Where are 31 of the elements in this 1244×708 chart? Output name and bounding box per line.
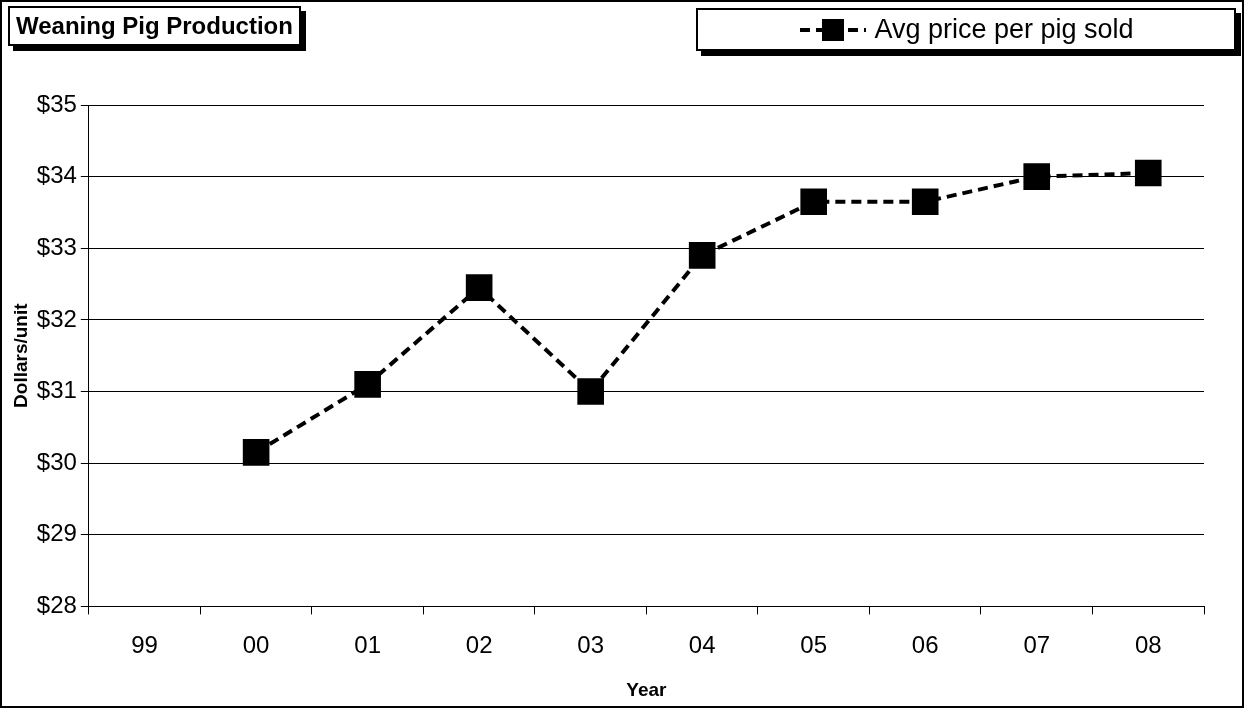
x-tick-label: 04 xyxy=(688,631,716,659)
y-tick-label: $28 xyxy=(36,591,77,619)
x-tick-label: 00 xyxy=(242,631,270,659)
x-tick-label: 99 xyxy=(131,631,158,659)
point xyxy=(242,439,270,466)
point xyxy=(1023,163,1051,190)
chart-title: Weaning Pig Production xyxy=(8,6,301,46)
x-tick-label: 03 xyxy=(577,631,605,659)
y-tick-label: $32 xyxy=(36,304,77,332)
x-tick-label: 02 xyxy=(465,631,493,659)
y-tick-label: $29 xyxy=(36,519,77,547)
point xyxy=(911,188,939,216)
y-tick-label: $33 xyxy=(36,232,77,260)
x-axis-title: Year xyxy=(626,678,668,700)
legend-label: Avg price per pig sold xyxy=(874,14,1134,45)
x-tick-label: 07 xyxy=(1023,631,1051,659)
y-axis-title: Dollars/unit xyxy=(9,302,31,408)
point xyxy=(1134,159,1162,187)
point xyxy=(465,274,493,301)
y-tick-label: $31 xyxy=(36,376,77,404)
point xyxy=(800,188,828,216)
x-tick-label: 08 xyxy=(1134,631,1162,659)
x-tick-label: 05 xyxy=(800,631,828,659)
y-tick-label: $35 xyxy=(36,89,77,117)
y-tick-label: $30 xyxy=(36,447,77,475)
point xyxy=(577,378,604,405)
y-tick-label: $34 xyxy=(36,161,77,189)
x-tick-label: 06 xyxy=(911,631,939,659)
x-tick-label: 01 xyxy=(354,631,381,659)
point xyxy=(688,242,716,269)
point xyxy=(354,371,381,398)
